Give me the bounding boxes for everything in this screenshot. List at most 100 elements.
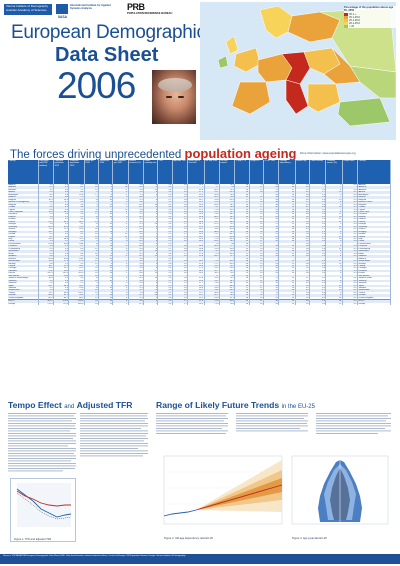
- table-row: Liechtenstein 0.03 0.04 0.04 11 6 7 0.5 3 1.5- -78…: [8, 242, 391, 246]
- table-cell: 15: [112, 284, 129, 288]
- table-cell: 1.4: [157, 302, 173, 306]
- table-cell: 72.9: [204, 210, 220, 214]
- table-cell: 1.6: [172, 240, 189, 243]
- table-cell: 0.8: [128, 235, 145, 238]
- table-cell: 40: [295, 213, 310, 216]
- column-header: Life exp. men: [204, 160, 220, 184]
- table-row: Bosnia & Herzegovina 3.8 3.7 3.0 9 9 0 0.0 7 1.2 1…: [8, 201, 391, 204]
- country-cell: Bulgaria: [8, 203, 39, 207]
- table-cell: 11: [84, 277, 100, 280]
- table-cell: 76.0: [204, 247, 220, 251]
- table-cell: 27.0: [187, 252, 205, 256]
- table-cell: 25.4: [187, 277, 205, 280]
- table-cell: 1.3: [157, 225, 173, 229]
- table-cell: 41: [295, 282, 310, 285]
- table-cell: 1.9: [172, 213, 189, 216]
- table-cell: 0.4: [68, 233, 85, 236]
- age-pyramid-svg: [291, 455, 389, 525]
- table-cell: 10: [84, 274, 100, 278]
- table-cell: 0.03: [68, 257, 85, 261]
- table-cell: 7: [143, 264, 159, 268]
- table-cell: 6: [325, 277, 343, 280]
- legend-item: 20.1-25.0: [344, 22, 396, 25]
- map-legend-title: Percentage of the population above age 6…: [344, 6, 394, 12]
- country-cell: Belarus: [357, 196, 391, 199]
- table-cell: 9: [325, 282, 343, 285]
- table-cell: 36: [295, 208, 310, 211]
- table-cell: 0.03: [38, 257, 55, 261]
- table-cell: 2.0: [309, 188, 327, 192]
- table-cell: 39: [295, 220, 310, 224]
- table-cell: 1.7: [157, 247, 173, 251]
- table-cell: 16.3: [38, 260, 55, 263]
- data-table-container: Country Population mid-2006 (millions) Pro…: [8, 160, 391, 398]
- table-cell: 1.5: [172, 294, 189, 297]
- table-cell: 1.8: [309, 269, 327, 273]
- table-cell: 9: [98, 191, 114, 194]
- table-cell: -: [309, 186, 327, 189]
- country-cell: France: [8, 220, 39, 224]
- table-cell: 10: [98, 267, 114, 270]
- table-cell: 10.3: [38, 210, 55, 214]
- table-cell: 2: [112, 230, 129, 234]
- table-cell: 0.1: [342, 198, 359, 202]
- table-cell: 83: [219, 186, 236, 189]
- table-cell: 5: [112, 252, 129, 256]
- table-cell: 13: [249, 264, 264, 268]
- prb-name: POPULATION REFERENCE BUREAU: [127, 12, 173, 15]
- table-cell: 15: [249, 245, 264, 248]
- country-cell: Turkey: [8, 291, 39, 295]
- country-cell: Georgia: [357, 223, 391, 226]
- table-row: Finland 5.3 5.5 5.4 11 9 2 0.2 3 1.8 1.9 27.9 75.5 82…: [8, 218, 391, 221]
- tempo-text-col2: [80, 413, 148, 509]
- table-cell: 3: [112, 287, 129, 290]
- table-cell: 4: [325, 250, 343, 253]
- table-cell: 8.3: [38, 191, 55, 194]
- table-row: Armenia 3.2 3.0 2.5 12 8 -1 0.4 12 1.4 1.7 23.0 69.2…: [8, 188, 391, 192]
- table-cell: 3.9: [53, 223, 70, 226]
- table-cell: 23: [143, 223, 159, 226]
- table-cell: 9: [98, 220, 114, 224]
- country-cell: Liechtenstein: [8, 242, 39, 246]
- table-cell: 0.03: [38, 274, 55, 278]
- table-cell: 61.2: [38, 220, 55, 224]
- table-cell: 19: [278, 252, 296, 256]
- table-cell: 1.8: [172, 260, 189, 263]
- table-cell: 11: [84, 198, 100, 202]
- country-cell: Austria: [357, 191, 391, 194]
- table-cell: 23.1: [187, 294, 205, 297]
- table-cell: 23: [278, 294, 296, 297]
- table-cell: 80.2: [219, 213, 236, 216]
- table-cell: 2.0: [53, 250, 70, 253]
- table-row: Albania 3.1 3.3 3.5 14 6 -3 0.8 8 1.4 1.8 24.6 72.1 7…: [8, 184, 391, 187]
- table-cell: 1.6: [172, 206, 189, 209]
- table-cell: 76.9: [219, 230, 236, 234]
- table-cell: 1.3: [157, 228, 173, 231]
- table-cell: 20: [325, 237, 343, 241]
- table-cell: 65.1: [53, 220, 70, 224]
- table-cell: 17: [325, 218, 343, 221]
- table-cell: 16: [234, 289, 250, 292]
- table-cell: 62.2: [204, 294, 220, 297]
- table-cell: 10: [143, 203, 159, 207]
- table-cell: 81.4: [219, 208, 236, 211]
- table-cell: 17: [249, 287, 264, 290]
- table-row: Russia 142.3 137.0 110.0 10 16 1 -0.6 11 1.3 1.6 24…: [8, 272, 391, 275]
- figure-tfr-svg: [16, 483, 72, 527]
- table-cell: 25: [278, 206, 296, 209]
- table-cell: 0.3: [342, 201, 359, 204]
- table-cell: 1.8: [157, 213, 173, 216]
- table-cell: 9: [84, 191, 100, 194]
- table-cell: 1.5: [172, 225, 189, 229]
- table-cell: 1.5: [172, 196, 189, 199]
- table-cell: 1.8: [309, 267, 327, 270]
- table-cell: 10: [98, 210, 114, 214]
- table-cell: 1.2: [53, 215, 70, 219]
- table-cell: 77.3: [204, 260, 220, 263]
- table-cell: 1.3: [128, 291, 145, 295]
- country-cell: Finland: [357, 218, 391, 221]
- table-cell: 16: [278, 250, 296, 253]
- table-cell: 1.5: [172, 284, 189, 288]
- table-cell: 18: [278, 186, 296, 189]
- table-cell: 1.7: [172, 215, 189, 219]
